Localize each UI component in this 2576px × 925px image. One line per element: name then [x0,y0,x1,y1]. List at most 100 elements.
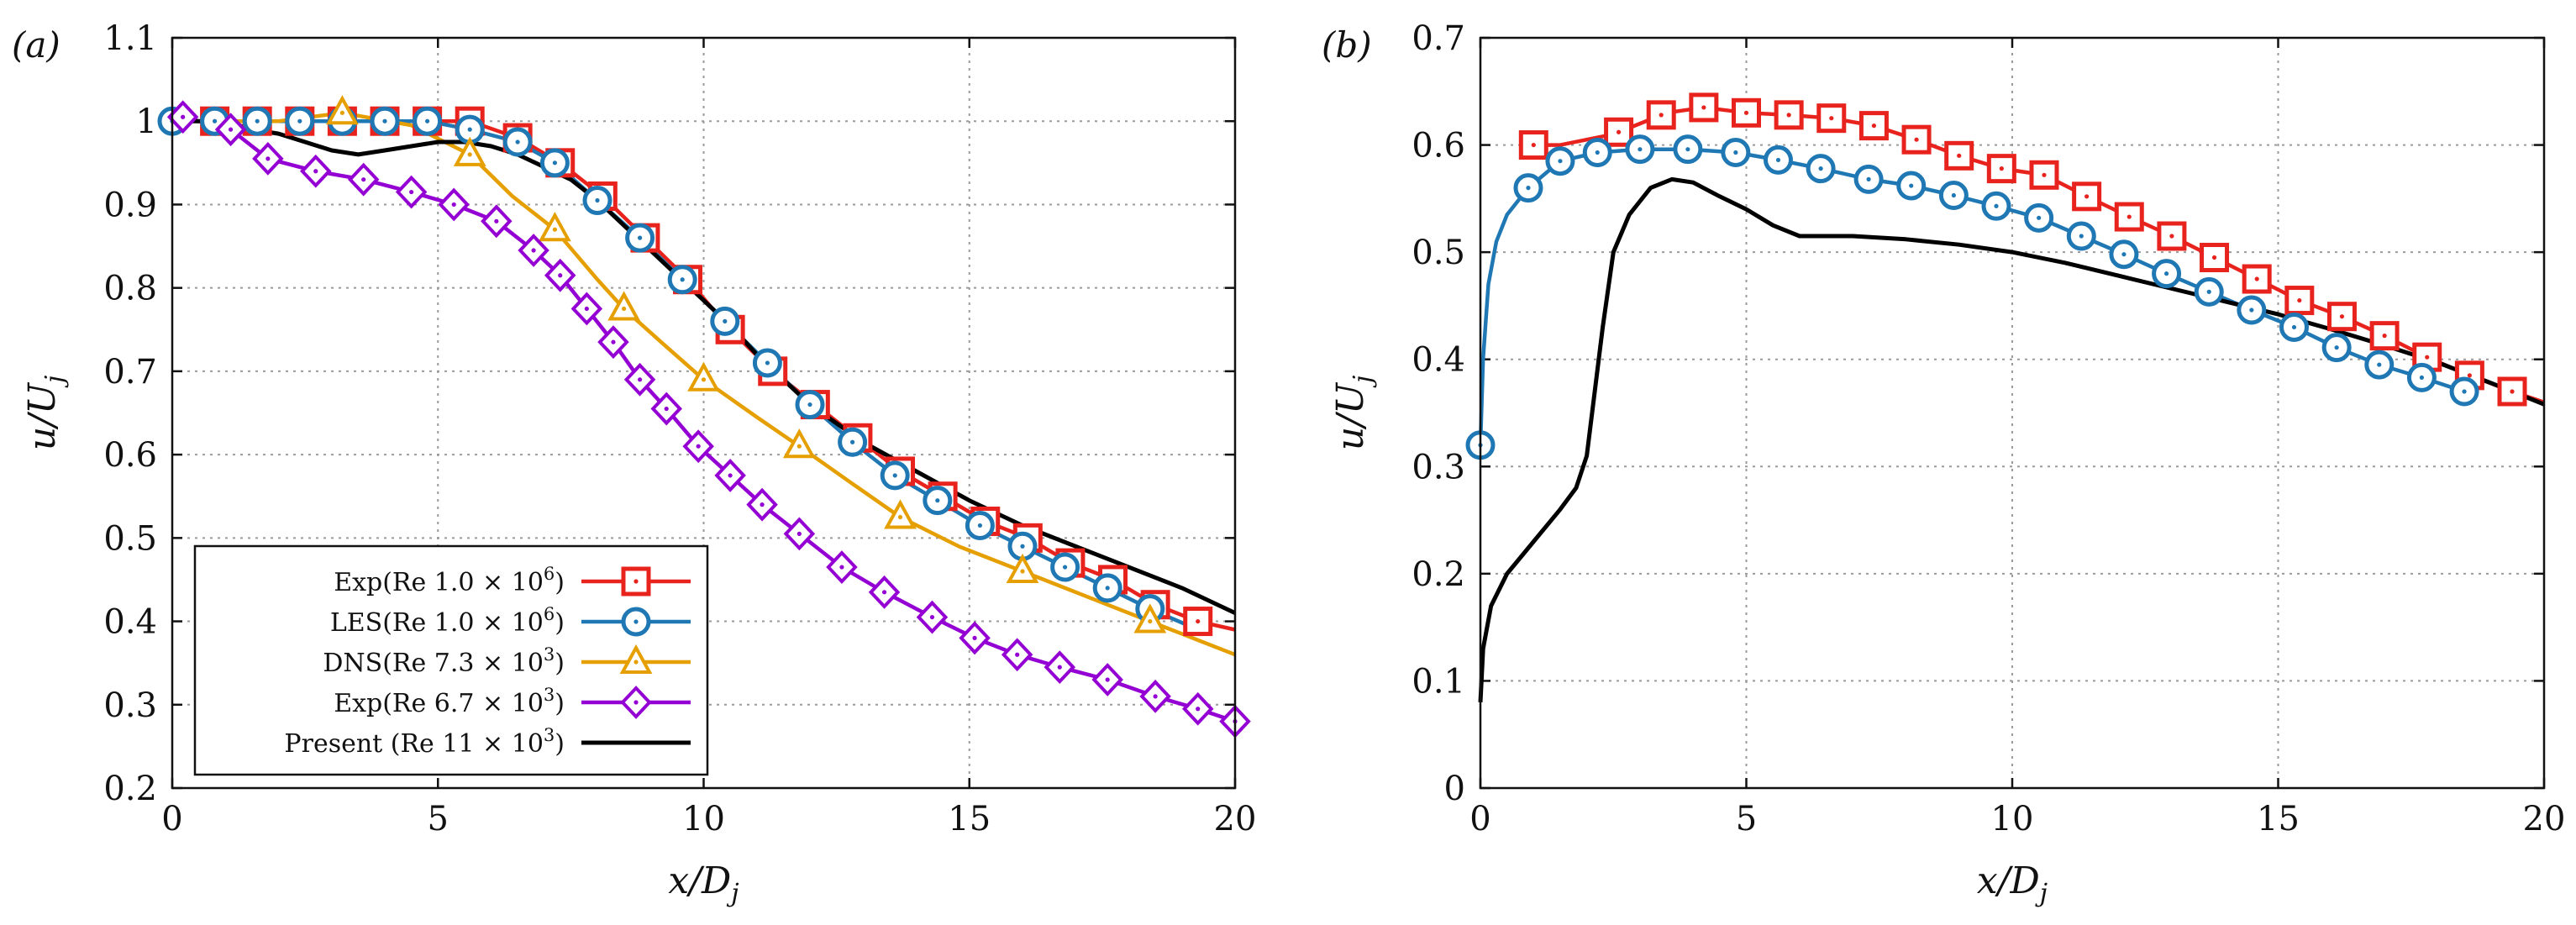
panel-b-ytick-label: 0 [1444,770,1465,808]
panel-a-ytick-label: 0.9 [103,186,157,224]
panel-a-marker-diamond-center-dot [494,218,499,223]
panel-a-label: (a) [12,24,60,66]
panel-b-marker-square [2242,264,2272,294]
panel-b-marker-square [1732,97,1761,128]
panel-b-marker-square-center-dot [2127,214,2132,219]
panel-b-marker-square [1858,111,1889,141]
panel-a-marker-circle-center-dot [1020,544,1025,549]
panel-a-marker-circle-center-dot [935,498,940,503]
panel-a-marker-diamond-center-dot [265,156,271,161]
panel-a-marker-diamond-center-dot [228,127,234,132]
panel-b-marker-square-center-dot [2382,334,2387,339]
panel-a-marker-circle-center-dot [807,402,812,407]
panel-a-marker-diamond-center-dot [881,590,887,595]
panel-b-xtick-label: 15 [2257,800,2300,838]
panel-a-marker-diamond-center-dot [409,189,414,195]
panel-a-ytick-label: 0.3 [103,686,157,725]
panel-a-ytick-label: 0.6 [103,436,157,475]
panel-a-ytick-label: 0.8 [103,270,157,308]
panel-a-marker-diamond-center-dot [1105,677,1110,682]
panel-a-marker-diamond-center-dot [1153,694,1158,699]
panel-b-marker-circle-center-dot [1994,203,1999,208]
panel-b-marker-square-center-dot [1999,166,2004,171]
panel-b-marker-square-center-dot [2169,234,2174,239]
panel-a-marker-diamond-center-dot [181,114,186,119]
panel-b-marker-circle-center-dot [2206,289,2211,294]
panel-a-marker-diamond-center-dot [531,248,536,253]
panel-a-marker-circle-center-dot [850,439,855,444]
panel-a-marker-diamond-center-dot [558,273,563,278]
panel-b-series [1465,92,2545,703]
panel-b-marker-circle-center-dot [1558,159,1563,164]
panel-b-marker-circle-center-dot [2462,389,2467,394]
panel-b-marker-circle-center-dot [1595,150,1600,155]
panel-a-marker-triangle-center-dot [1148,618,1153,624]
panel-b-marker-square-center-dot [2297,297,2302,303]
panel-b-series-line-les-re-1-0-10-6 [1478,147,2465,445]
panel-b-marker-circle-center-dot [2419,375,2425,381]
panel-a-xtick-label: 20 [1214,800,1257,838]
panel-a-marker-triangle-center-dot [552,227,558,232]
panel-b-marker-circle-center-dot [2037,215,2042,220]
panel-a-marker-circle-center-dot [552,160,558,166]
panel-a-marker-triangle-center-dot [339,110,344,115]
legend-marker-square-center-dot [633,579,639,584]
panel-b-xtick-label: 20 [2523,800,2566,838]
panel-a: 0 5 10 15 20 0.2 0.3 0.4 0.5 0.6 0.7 0.8 0.9 1 1.1 (a)… [12,19,1256,908]
panel-b-frame [1479,36,2546,790]
panel-a-marker-diamond-center-dot [451,202,456,208]
panel-b-marker-square-center-dot [1616,129,1622,134]
panel-a-marker-circle-center-dot [467,127,472,132]
panel-a-marker-circle-center-dot [595,197,600,203]
panel-b-ytick-label: 0.3 [1412,448,1465,486]
legend-entry-label: DNS(Re 7.3 × 103) [323,644,565,678]
panel-a-marker-circle-center-dot [723,318,728,323]
panel-a-ticks: 0 5 10 15 20 0.2 0.3 0.4 0.5 0.6 0.7 0.8 0.9 1 1.1 [103,19,1256,838]
panel-a-ytick-label: 0.4 [103,603,157,642]
panel-a-marker-diamond-center-dot [972,635,977,641]
panel-a-marker-circle-center-dot [297,118,302,124]
panel-a-series-line-dns-re-7-3-10-3 [172,111,1236,657]
panel-a-marker-circle-center-dot [213,118,218,124]
panel-b-marker-circle-center-dot [2079,234,2084,239]
legend-marker-triangle-center-dot [633,660,639,665]
panel-a-marker-triangle-center-dot [796,444,802,449]
panel-a-marker-square-center-dot [1196,618,1201,624]
panel-b-ytick-label: 0.4 [1412,341,1465,380]
panel-a-marker-diamond-center-dot [1015,652,1020,657]
panel-b-marker-square-center-dot [2254,276,2259,281]
panel-a-marker-diamond-center-dot [796,531,802,536]
panel-b-marker-square-center-dot [1701,105,1706,110]
panel-b-marker-square-center-dot [2467,373,2472,378]
panel-a-marker-diamond-center-dot [638,377,643,382]
panel-b-marker-circle-center-dot [1526,186,1531,191]
panel-a-marker-triangle-center-dot [467,152,472,157]
panel-a-marker-diamond-center-dot [929,614,935,620]
panel-b-marker-circle-center-dot [1685,147,1690,152]
panel-b-marker-square-center-dot [1531,142,1536,148]
panel-a-marker-circle-center-dot [425,118,430,124]
panel-b-ticks: 0 5 10 15 20 0 0.1 0.2 0.3 0.4 0.5 0.6 0.7 [1412,19,2565,838]
panel-b-xtick-label: 5 [1736,800,1757,838]
panel-b-ytick-label: 0.1 [1412,662,1465,701]
panel-a-marker-circle-center-dot [977,523,982,528]
panel-a-xtick-label: 15 [948,800,991,838]
panel-a-xtick-label: 0 [161,800,182,838]
legend-marker-diamond-center-dot [633,700,639,705]
panel-b-xtick-label: 0 [1469,800,1490,838]
legend-entry-label: Exp(Re 6.7 × 103) [334,685,565,718]
panel-a-legend: Exp(Re 1.0 × 106) LES(Re 1.0 × 106) DNS(Re… [193,544,709,776]
panel-b-ytick-label: 0.2 [1412,555,1465,594]
panel-a-marker-circle-center-dot [255,118,260,124]
panel-a-xlabel: x/Dj [668,859,739,908]
panel-b-ylabel: u/Uj [1329,376,1378,451]
panel-a-marker-circle-center-dot [515,139,520,145]
panel-b-marker-circle-center-dot [2163,271,2169,276]
legend-entry-label: LES(Re 1.0 × 106) [330,604,565,638]
panel-b-marker-square-center-dot [1957,153,1962,158]
panel-a-marker-circle-center-dot [382,118,387,124]
panel-b-marker-square-center-dot [2084,194,2090,199]
panel-b-marker-square [2029,160,2059,190]
